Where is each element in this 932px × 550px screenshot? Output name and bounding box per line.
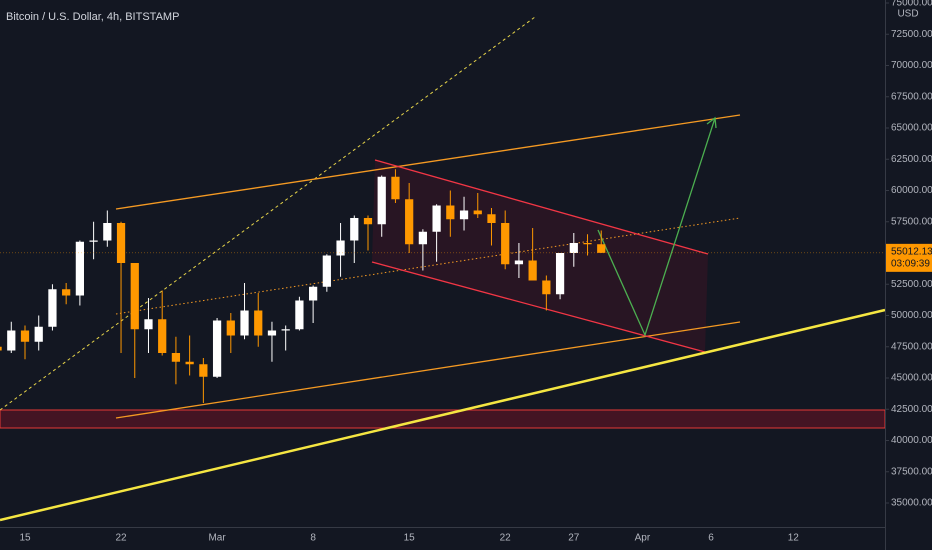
- y-tick-label: 62500.00: [891, 154, 932, 165]
- x-tick-label: 8: [310, 533, 316, 544]
- y-tick-label: 45000.00: [891, 373, 932, 384]
- candle-body: [48, 289, 57, 327]
- candles: [0, 169, 606, 403]
- y-tick-label: 72500.00: [891, 29, 932, 40]
- candle-body: [7, 330, 16, 351]
- projection-arrow: [706, 116, 717, 129]
- candle-body: [281, 329, 290, 331]
- candle-body: [528, 260, 537, 281]
- y-tick-label: 37500.00: [891, 466, 932, 477]
- support-zone: [0, 409, 886, 429]
- candle-body: [295, 300, 304, 330]
- candle-body: [144, 319, 153, 330]
- y-tick-label: 70000.00: [891, 60, 932, 71]
- x-tick-label: 22: [500, 533, 512, 544]
- candle-body: [377, 176, 386, 225]
- x-tick-label: 15: [404, 533, 416, 544]
- drawings: [0, 16, 886, 522]
- candle-body: [391, 176, 400, 200]
- x-tick-label: 12: [788, 533, 800, 544]
- candle-body: [350, 218, 359, 241]
- candle-body: [555, 253, 565, 295]
- channel-fill: [372, 160, 708, 352]
- currency: USD: [897, 9, 918, 20]
- projection-path: [597, 117, 716, 337]
- y-tick-label: 67500.00: [891, 91, 932, 102]
- y-tick-label: 65000.00: [891, 123, 932, 134]
- y-tick-label: 57500.00: [891, 216, 932, 227]
- candle-body: [336, 240, 345, 256]
- candle-body: [130, 263, 139, 330]
- long-trendline: [0, 308, 886, 522]
- candle-body: [487, 214, 496, 223]
- candle-body: [418, 231, 427, 245]
- y-tick-label: 42500.00: [891, 404, 932, 415]
- candle-body: [240, 310, 249, 336]
- candle-body: [254, 310, 263, 336]
- candle-body: [405, 199, 414, 245]
- candle-body: [432, 205, 441, 232]
- x-tick-label: 6: [708, 533, 714, 544]
- channel-top: [115, 114, 741, 210]
- candle-body: [446, 205, 455, 220]
- candle-body: [514, 260, 524, 265]
- candle-body: [501, 223, 510, 265]
- candle-body: [199, 364, 208, 377]
- candle-body: [75, 241, 84, 296]
- candle-body: [542, 280, 551, 295]
- x-tick-label: Mar: [208, 533, 226, 544]
- candle-body: [583, 243, 592, 245]
- y-tick-label: 50000.00: [891, 310, 932, 321]
- channel-mid: [115, 217, 741, 315]
- candle-body: [158, 319, 167, 353]
- candle-body: [20, 330, 30, 342]
- last-price: 55012.13: [891, 246, 932, 257]
- y-tick-label: 47500.00: [891, 341, 932, 352]
- candle-body: [62, 289, 71, 296]
- wedge-bottom: [371, 261, 706, 353]
- x-tick-label: Apr: [635, 533, 651, 544]
- candle-body: [226, 320, 235, 336]
- candle-body: [212, 320, 222, 377]
- candle-body: [89, 240, 98, 242]
- candle-body: [569, 243, 578, 253]
- last-price-box: [886, 243, 932, 272]
- candle-body: [363, 218, 373, 225]
- y-tick-label: 35000.00: [891, 498, 932, 509]
- price-axis-bg: [885, 0, 932, 550]
- x-tick-label: 22: [115, 533, 127, 544]
- channel-bottom: [115, 321, 741, 419]
- chart-title: Bitcoin / U.S. Dollar, 4h, BITSTAMP: [6, 11, 179, 23]
- candle-body: [0, 346, 2, 351]
- candle-body: [322, 255, 331, 287]
- y-tick-label: 40000.00: [891, 435, 932, 446]
- y-tick-label: 52500.00: [891, 279, 932, 290]
- candle-body: [171, 353, 181, 362]
- candle-body: [34, 326, 43, 342]
- countdown: 03:09:39: [891, 258, 930, 269]
- dashed-trendline: [0, 16, 536, 411]
- candle-body: [309, 286, 318, 301]
- y-tick-label: 60000.00: [891, 185, 932, 196]
- candle-body: [459, 210, 469, 220]
- x-tick-label: 27: [568, 533, 580, 544]
- wedge-top: [374, 159, 709, 255]
- y-tick-label: 75000.00: [891, 0, 932, 9]
- candle-body: [185, 361, 194, 365]
- candle-body: [116, 223, 126, 263]
- x-tick-label: 15: [19, 533, 31, 544]
- candle-body: [597, 244, 606, 253]
- candle-body: [103, 223, 112, 241]
- candle-body: [267, 330, 277, 336]
- candle-body: [473, 210, 482, 215]
